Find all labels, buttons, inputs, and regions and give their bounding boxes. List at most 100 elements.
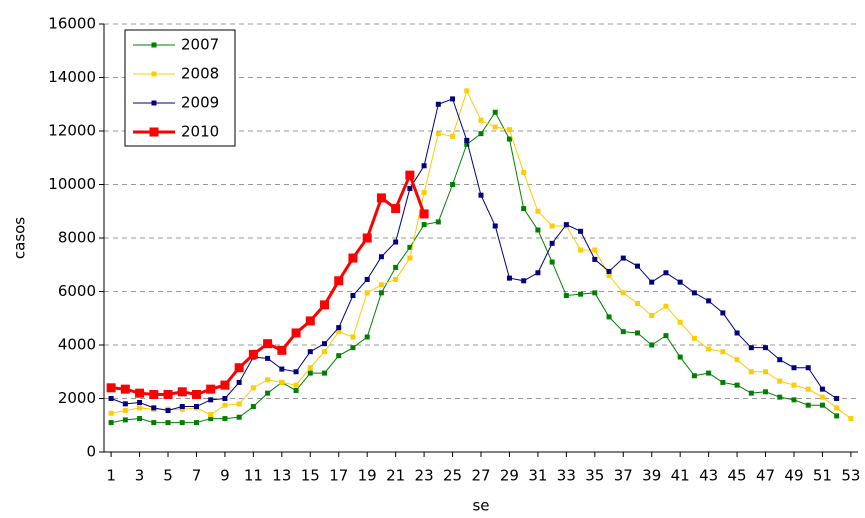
- y-tick-label: 0: [86, 443, 96, 461]
- series-marker: [450, 96, 456, 102]
- series-marker: [578, 228, 584, 234]
- legend-label: 2010: [181, 123, 219, 141]
- x-tick-label: 1: [106, 467, 116, 485]
- series-marker: [364, 334, 370, 340]
- series-marker: [362, 233, 372, 243]
- series-marker: [348, 253, 358, 263]
- series-marker: [293, 387, 299, 393]
- series-marker: [819, 402, 825, 408]
- series-marker: [691, 290, 697, 296]
- x-tick-label: 31: [528, 467, 547, 485]
- series-marker: [734, 357, 740, 363]
- series-marker: [236, 379, 242, 385]
- series-marker: [592, 256, 598, 262]
- series-marker: [405, 170, 415, 180]
- series-marker: [108, 420, 114, 426]
- series-marker: [492, 223, 498, 229]
- series-marker: [108, 410, 114, 416]
- series-marker: [179, 404, 185, 410]
- series-marker: [322, 370, 328, 376]
- series-marker: [777, 394, 783, 400]
- series-marker: [492, 109, 498, 115]
- series-marker: [563, 222, 569, 228]
- series-marker: [435, 131, 441, 137]
- series-marker: [234, 363, 244, 373]
- series-marker: [606, 268, 612, 274]
- y-tick-label: 8000: [58, 229, 96, 247]
- series-line: [111, 111, 837, 424]
- series-marker: [263, 339, 273, 349]
- series-marker: [549, 223, 555, 229]
- series-marker: [179, 406, 185, 412]
- series-marker: [307, 349, 313, 355]
- series-marker: [720, 379, 726, 385]
- series-marker: [120, 384, 130, 394]
- series-marker: [193, 420, 199, 426]
- series-marker: [663, 333, 669, 339]
- series-marker: [535, 208, 541, 214]
- series-marker: [236, 401, 242, 407]
- series-marker: [748, 345, 754, 351]
- series-marker: [376, 193, 386, 203]
- series-marker: [506, 136, 512, 142]
- series-marker: [521, 206, 527, 212]
- series-marker: [706, 298, 712, 304]
- series-marker: [220, 380, 230, 390]
- legend-label: 2007: [181, 36, 219, 54]
- series-marker: [248, 349, 258, 359]
- y-tick-label: 6000: [58, 282, 96, 300]
- series-marker: [478, 117, 484, 123]
- series-marker: [805, 365, 811, 371]
- series-marker: [305, 316, 315, 326]
- series-marker: [336, 353, 342, 359]
- series-marker: [322, 349, 328, 355]
- series-marker: [222, 396, 228, 401]
- y-tick-label: 10000: [48, 175, 96, 193]
- series-marker: [279, 366, 285, 372]
- series-marker: [165, 408, 171, 414]
- x-tick-label: 51: [813, 467, 832, 485]
- series-marker: [122, 417, 128, 423]
- series-marker: [634, 330, 640, 336]
- series-line: [110, 171, 426, 397]
- x-tick-label: 47: [756, 467, 775, 485]
- series-marker: [677, 319, 683, 325]
- series-marker: [791, 382, 797, 388]
- series-marker: [464, 137, 470, 143]
- series-marker: [222, 402, 228, 408]
- series-marker: [435, 219, 441, 225]
- series-marker: [378, 282, 384, 288]
- x-tick-label: 41: [671, 467, 690, 485]
- x-tick-label: 29: [500, 467, 519, 485]
- series-marker: [634, 301, 640, 307]
- x-tick-label: 35: [585, 467, 604, 485]
- series-marker: [563, 293, 569, 299]
- series-marker: [421, 163, 427, 169]
- series-marker: [307, 365, 313, 371]
- series-marker: [378, 290, 384, 296]
- series-marker: [364, 276, 370, 282]
- x-tick-label: 13: [272, 467, 291, 485]
- series-marker: [421, 190, 427, 196]
- x-tick-label: 27: [471, 467, 490, 485]
- series-marker: [549, 240, 555, 246]
- series-marker: [291, 328, 301, 338]
- series-marker: [620, 290, 626, 296]
- series-marker: [834, 413, 840, 419]
- series-marker: [165, 420, 171, 426]
- legend-marker: [151, 42, 157, 48]
- series-marker: [506, 275, 512, 281]
- series-marker: [279, 379, 285, 385]
- x-tick-label: 5: [163, 467, 173, 485]
- series-marker: [334, 276, 344, 286]
- series-marker: [748, 369, 754, 375]
- series-marker: [763, 345, 769, 351]
- series-marker: [720, 349, 726, 355]
- y-tick-label: 16000: [48, 15, 96, 33]
- series-marker: [177, 387, 187, 397]
- series-marker: [407, 186, 413, 192]
- series-marker: [265, 390, 271, 396]
- x-tick-label: 7: [192, 467, 202, 485]
- series-marker: [350, 345, 356, 351]
